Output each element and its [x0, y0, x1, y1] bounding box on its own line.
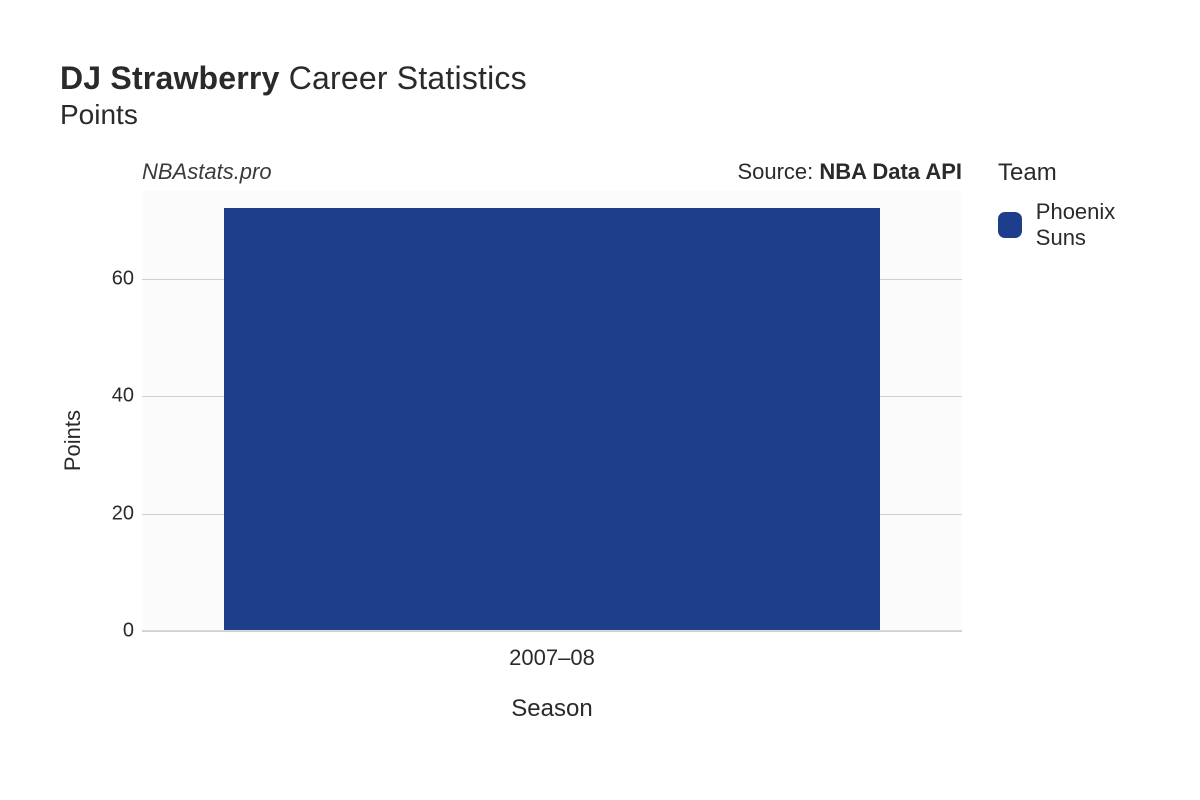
chart-title: DJ Strawberry Career Statistics [60, 60, 1160, 97]
bar [224, 208, 880, 630]
source-prefix: Source: [737, 159, 819, 184]
gridline [142, 631, 962, 632]
y-tick-label: 20 [112, 502, 134, 525]
y-axis-ticks: 0204060 [98, 191, 142, 631]
chart-subtitle: Points [60, 99, 1160, 131]
x-axis-label: Season [142, 695, 962, 723]
y-axis-label: Points [60, 410, 86, 471]
plot-area [142, 191, 962, 631]
source-attribution: Source: NBA Data API [737, 159, 962, 185]
y-tick-label: 60 [112, 268, 134, 291]
chart-title-player: DJ Strawberry [60, 60, 280, 96]
y-tick-label: 0 [123, 620, 134, 643]
source-name: NBA Data API [819, 159, 962, 184]
y-tick-label: 40 [112, 385, 134, 408]
chart-title-rest: Career Statistics [289, 60, 527, 96]
legend-swatch [998, 212, 1022, 238]
legend-label: Phoenix Suns [1036, 199, 1160, 251]
legend-item: Phoenix Suns [998, 199, 1160, 251]
x-axis-ticks: 2007–08 [142, 645, 962, 671]
legend: Team Phoenix Suns [998, 159, 1160, 251]
x-tick-label: 2007–08 [509, 645, 595, 671]
legend-title: Team [998, 159, 1160, 187]
brand-watermark: NBAstats.pro [142, 159, 272, 185]
chart-title-block: DJ Strawberry Career Statistics Points [60, 60, 1160, 131]
